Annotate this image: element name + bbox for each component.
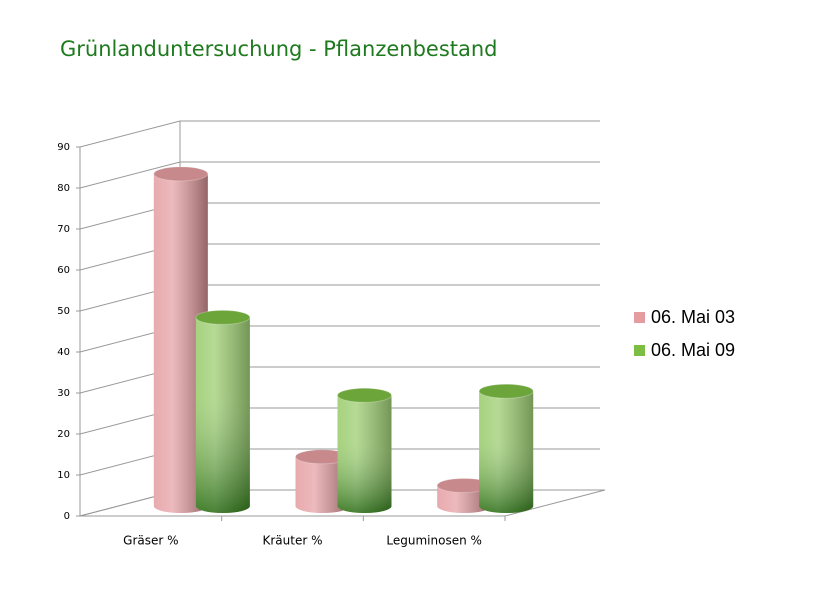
bar-shade (479, 391, 534, 514)
legend-marker (634, 312, 645, 323)
bar-top-shade (337, 388, 392, 403)
bar-top-shade (195, 310, 250, 325)
bar-top-shade (153, 166, 208, 181)
legend-label: 06. Mai 09 (651, 340, 735, 360)
bar-shade (195, 317, 250, 514)
bar-shade (337, 395, 392, 514)
y-tick-label: 70 (57, 224, 70, 235)
y-tick-label: 10 (57, 470, 70, 481)
bar (436, 478, 492, 514)
bar (337, 387, 392, 514)
bar-shade (437, 485, 492, 514)
legend-label: 06. Mai 03 (651, 307, 735, 327)
bar (153, 166, 209, 514)
chart-title: Grünlanduntersuchung - Pflanzenbestand (60, 37, 498, 61)
x-tick-label: Gräser % (123, 534, 178, 548)
bar (295, 449, 350, 514)
y-tick-label: 20 (57, 429, 70, 440)
y-tick-label: 40 (57, 347, 70, 358)
bar-top (478, 383, 534, 399)
bar-top (337, 387, 392, 403)
bar-top (195, 309, 251, 325)
bar-top-shade (437, 478, 492, 493)
x-tick-label: Leguminosen % (386, 534, 482, 548)
legend-marker (634, 345, 645, 356)
y-tick-label: 0 (64, 511, 70, 522)
y-tick-label: 60 (57, 265, 70, 276)
bar-shade (153, 173, 208, 514)
bar-shade (295, 456, 350, 514)
grid-line (79, 161, 600, 189)
y-tick-label: 90 (57, 142, 70, 153)
bar (195, 309, 251, 514)
bar (478, 383, 534, 514)
bar-top (153, 166, 209, 182)
x-tick-label: Kräuter % (263, 534, 323, 548)
y-tick-label: 30 (57, 388, 70, 399)
bar-top-shade (295, 449, 350, 464)
grid-line (79, 120, 600, 148)
bar-top-shade (479, 384, 534, 399)
y-tick-label: 50 (57, 306, 70, 317)
y-tick-label: 80 (57, 183, 70, 194)
